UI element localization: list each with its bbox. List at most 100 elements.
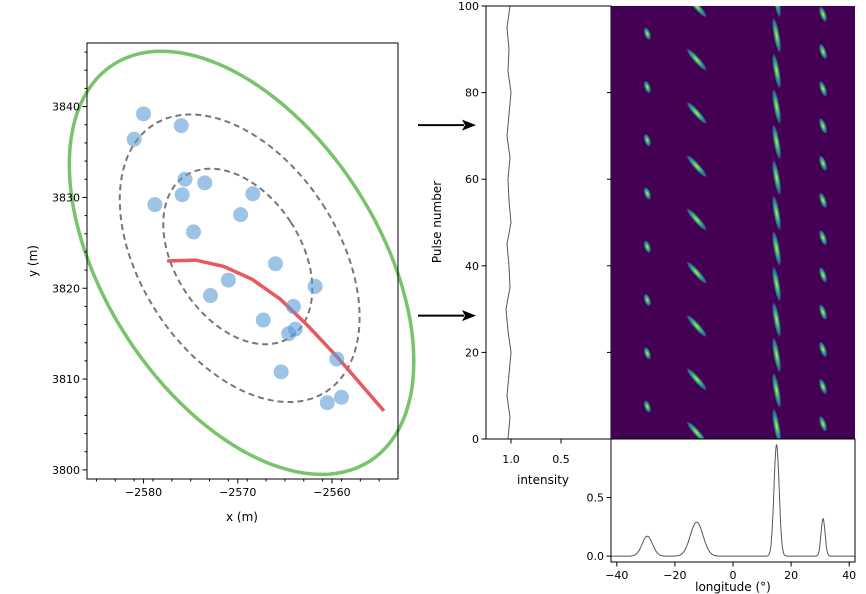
profile-line: [611, 443, 855, 557]
heatmap-pulse: [772, 123, 782, 161]
y-tick-label: 3840: [52, 101, 80, 114]
heatmap-pulse: [818, 415, 828, 432]
antenna-point: [197, 175, 213, 191]
heatmap-pulse: [772, 88, 782, 125]
heatmap-pulse: [772, 194, 782, 232]
y-tick-label: 60: [465, 173, 479, 186]
arrow-head: [462, 310, 476, 322]
x-tick-label: −40: [605, 569, 628, 582]
profile-ticks: −40 −20 0 20 40 0.0 0.5: [587, 492, 857, 582]
x-tick-label: −2570: [219, 486, 256, 499]
heatmap-pulse: [818, 6, 828, 23]
antenna-point: [220, 272, 236, 288]
heatmap-pulse: [818, 266, 828, 283]
heatmap-pulse: [686, 367, 708, 391]
heatmap-pulse: [772, 230, 782, 267]
heatmap-pulse: [686, 101, 708, 125]
heatmap-pulse: [772, 372, 782, 409]
heatmap-pulse: [643, 346, 652, 360]
y-tick-label: 0.0: [587, 550, 605, 563]
intensity-axes-frame: [485, 5, 612, 440]
antenna-point: [307, 278, 323, 294]
heatmap-pulse: [818, 378, 828, 395]
heatmap-pulse: [772, 6, 782, 19]
heatmap-pulse: [686, 48, 708, 72]
heatmap-pulse: [772, 336, 782, 374]
intensity-ylabel: Pulse number: [430, 181, 444, 263]
x-tick-label: 0: [730, 569, 737, 582]
heatmap-pulse: [817, 452, 829, 470]
heatmap-pulse: [818, 341, 828, 358]
intensity-line: [505, 5, 512, 440]
intensity-ticks: 0 20 40 60 80 100 1.0 0.5: [458, 0, 611, 466]
layout-ticks: −2580 −2570 −2560 3800 3810 3820 3830 3840: [52, 51, 380, 499]
heatmap-pulse: [643, 133, 652, 147]
x-tick-label: −20: [663, 569, 686, 582]
antenna-point: [329, 351, 345, 367]
heatmap-pulse: [772, 52, 782, 90]
heatmap-pulse: [818, 43, 828, 60]
heatmap-pulse: [686, 207, 708, 232]
red-curve: [167, 258, 386, 413]
heatmap-pulse: [643, 187, 652, 200]
dashed-ellipse: [118, 113, 361, 403]
antenna-point: [126, 131, 142, 147]
array-layout-panel: −2580 −2570 −2560 3800 3810 3820 3830 3840 x (m…: [26, 42, 416, 524]
heatmap-pulse: [818, 117, 828, 134]
antenna-point: [174, 187, 190, 203]
layout-ellipses: [67, 49, 416, 477]
antenna-point: [177, 171, 193, 187]
layout-xlabel: x (m): [226, 510, 258, 524]
heatmap-pulse: [643, 240, 652, 254]
pulse-arrows: [418, 119, 476, 322]
heatmap-pulse: [818, 192, 828, 209]
x-tick-label: 1.0: [502, 453, 520, 466]
heatmap-pulse: [643, 293, 652, 307]
y-tick-label: 80: [465, 87, 479, 100]
layout-axes-frame: [86, 42, 399, 480]
profile-xlabel: longitude (°): [695, 580, 771, 594]
heatmap-pulse: [772, 301, 782, 338]
antenna-point: [173, 118, 189, 134]
antenna-point: [319, 395, 335, 411]
arrow-head: [462, 119, 476, 131]
heatmap-pulse: [643, 27, 652, 41]
heatmap-pulse: [772, 16, 782, 54]
pulse-intensity-panel: 0 20 40 60 80 100 1.0 0.5 intensity Pulse numbe…: [430, 0, 612, 487]
y-tick-label: 20: [465, 346, 479, 359]
average-profile-panel: −40 −20 0 20 40 0.0 0.5 longitude (°): [587, 438, 857, 594]
antenna-point: [267, 256, 283, 272]
antenna-point: [233, 207, 249, 223]
pulse-stack-heatmap: [611, 6, 855, 499]
heatmap-pulse: [772, 159, 782, 196]
heatmap-pulse: [772, 407, 782, 439]
antenna-point: [202, 288, 218, 304]
heatmap-pulse: [643, 80, 652, 94]
heatmap-pulse: [642, 452, 653, 467]
x-tick-label: 40: [842, 569, 856, 582]
y-tick-label: 3830: [52, 191, 80, 204]
green-ellipse: [67, 49, 416, 477]
y-tick-label: 0: [472, 433, 479, 446]
heatmap-pulse: [684, 472, 709, 499]
heatmap-pulse: [686, 420, 708, 439]
y-tick-label: 0.5: [587, 492, 605, 505]
antenna-point: [245, 186, 261, 202]
heatmap-pulses: [642, 6, 829, 499]
y-tick-label: 100: [458, 0, 479, 13]
y-tick-label: 3800: [52, 464, 80, 477]
heatmap-pulse: [818, 155, 828, 172]
antenna-points: [126, 106, 349, 411]
layout-ylabel: y (m): [26, 245, 40, 277]
heatmap-pulse: [818, 80, 828, 97]
antenna-point: [185, 224, 201, 240]
antenna-point: [273, 364, 289, 380]
heatmap-pulse: [686, 314, 708, 338]
y-tick-label: 3810: [52, 373, 80, 386]
heatmap-pulse: [686, 154, 708, 178]
heatmap-pulse: [770, 443, 783, 481]
heatmap-pulse: [772, 265, 782, 303]
y-tick-label: 3820: [52, 282, 80, 295]
intensity-xlabel: intensity: [517, 473, 569, 487]
